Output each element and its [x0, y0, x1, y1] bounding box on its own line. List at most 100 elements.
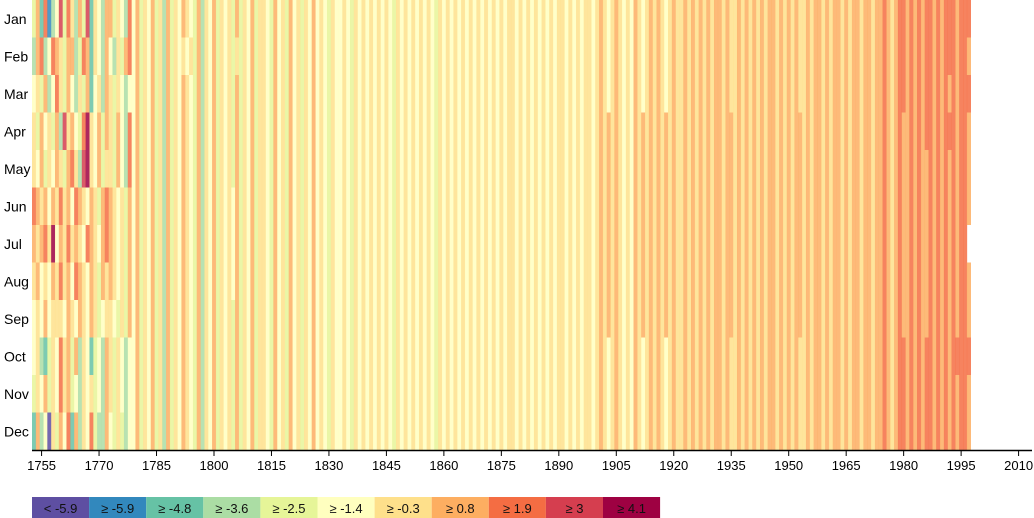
heatmap-cell: [74, 0, 79, 38]
heatmap-cell: [223, 262, 228, 300]
heatmap-cell: [39, 150, 44, 188]
heatmap-cell: [392, 412, 397, 450]
heatmap-cell: [62, 150, 67, 188]
heatmap-cell: [200, 0, 205, 38]
heatmap-cell: [487, 337, 493, 375]
heatmap-cell: [683, 0, 688, 38]
heatmap-cell: [874, 300, 880, 338]
heatmap-cell: [813, 187, 818, 225]
heatmap-cell: [411, 375, 416, 413]
heatmap-cell: [93, 375, 98, 413]
heatmap-cell: [373, 300, 378, 338]
heatmap-cell: [633, 112, 638, 150]
heatmap-cell: [713, 75, 719, 113]
heatmap-cell: [418, 112, 424, 150]
heatmap-cell: [717, 187, 722, 225]
heatmap-cell: [878, 187, 883, 225]
heatmap-cell: [81, 0, 86, 38]
heatmap-cell: [545, 300, 550, 338]
heatmap-cell: [771, 337, 776, 375]
heatmap-cell: [277, 225, 282, 263]
heatmap-cell: [503, 262, 508, 300]
heatmap-cell: [204, 187, 209, 225]
heatmap-cell: [556, 112, 562, 150]
heatmap-cell: [917, 112, 922, 150]
legend-swatch: [146, 497, 204, 518]
heatmap-cell: [74, 225, 79, 263]
heatmap-cell: [441, 112, 447, 150]
heatmap-cell: [840, 112, 845, 150]
heatmap-cell: [484, 187, 489, 225]
heatmap-cell: [116, 0, 121, 38]
heatmap-cell: [920, 337, 926, 375]
heatmap-cell: [192, 37, 198, 75]
heatmap-cell: [453, 75, 458, 113]
heatmap-cell: [618, 412, 623, 450]
heatmap-cell: [660, 112, 665, 150]
heatmap-cell: [219, 262, 224, 300]
heatmap-cell: [522, 150, 527, 188]
heatmap-cell: [882, 300, 887, 338]
heatmap-cell: [120, 375, 125, 413]
heatmap-cell: [227, 300, 232, 338]
heatmap-cell: [537, 75, 542, 113]
heatmap-cell: [909, 150, 914, 188]
heatmap-cell: [920, 112, 926, 150]
heatmap-cell: [759, 225, 765, 263]
heatmap-cell: [817, 300, 822, 338]
heatmap-cell: [668, 37, 673, 75]
heatmap-cell: [204, 37, 209, 75]
heatmap-cell: [503, 300, 508, 338]
heatmap-cell: [100, 75, 106, 113]
heatmap-cell: [648, 112, 653, 150]
heatmap-cell: [476, 225, 481, 263]
heatmap-cell: [323, 412, 328, 450]
heatmap-cell: [139, 187, 144, 225]
heatmap-cell: [284, 37, 289, 75]
heatmap-cell: [840, 225, 845, 263]
heatmap-cell: [526, 75, 531, 113]
heatmap-cell: [656, 225, 661, 263]
heatmap-cell: [74, 412, 79, 450]
heatmap-cell: [610, 412, 615, 450]
heatmap-cell: [346, 375, 351, 413]
heatmap-cell: [671, 375, 676, 413]
heatmap-cell: [242, 112, 247, 150]
heatmap-cell: [189, 300, 194, 338]
heatmap-cell: [936, 225, 941, 263]
heatmap-cell: [200, 337, 205, 375]
heatmap-cell: [602, 300, 608, 338]
heatmap-cell: [702, 337, 707, 375]
heatmap-cell: [545, 262, 550, 300]
heatmap-cell: [671, 262, 676, 300]
heatmap-cell: [756, 0, 761, 38]
heatmap-cell: [736, 412, 742, 450]
heatmap-cell: [146, 262, 152, 300]
heatmap-cell: [54, 75, 60, 113]
heatmap-cell: [143, 0, 148, 38]
heatmap-cell: [825, 375, 830, 413]
heatmap-cell: [169, 112, 175, 150]
heatmap-cell: [932, 300, 937, 338]
heatmap-cell: [395, 375, 401, 413]
heatmap-cell: [671, 187, 676, 225]
heatmap-cell: [150, 375, 155, 413]
heatmap-cell: [560, 337, 565, 375]
heatmap-cell: [181, 187, 186, 225]
heatmap-cell: [453, 337, 458, 375]
heatmap-cell: [576, 375, 581, 413]
heatmap-cell: [802, 262, 807, 300]
heatmap-cell: [713, 112, 719, 150]
heatmap-cell: [319, 0, 324, 38]
heatmap-cell: [208, 187, 213, 225]
heatmap-cell: [353, 37, 358, 75]
heatmap-cell: [219, 75, 224, 113]
heatmap-cell: [51, 225, 56, 263]
heatmap-cell: [763, 300, 768, 338]
heatmap-cell: [836, 112, 841, 150]
heatmap-cell: [254, 337, 259, 375]
heatmap-cell: [943, 412, 949, 450]
heatmap-cell: [472, 375, 477, 413]
heatmap-cell: [901, 150, 906, 188]
heatmap-cell: [786, 262, 791, 300]
